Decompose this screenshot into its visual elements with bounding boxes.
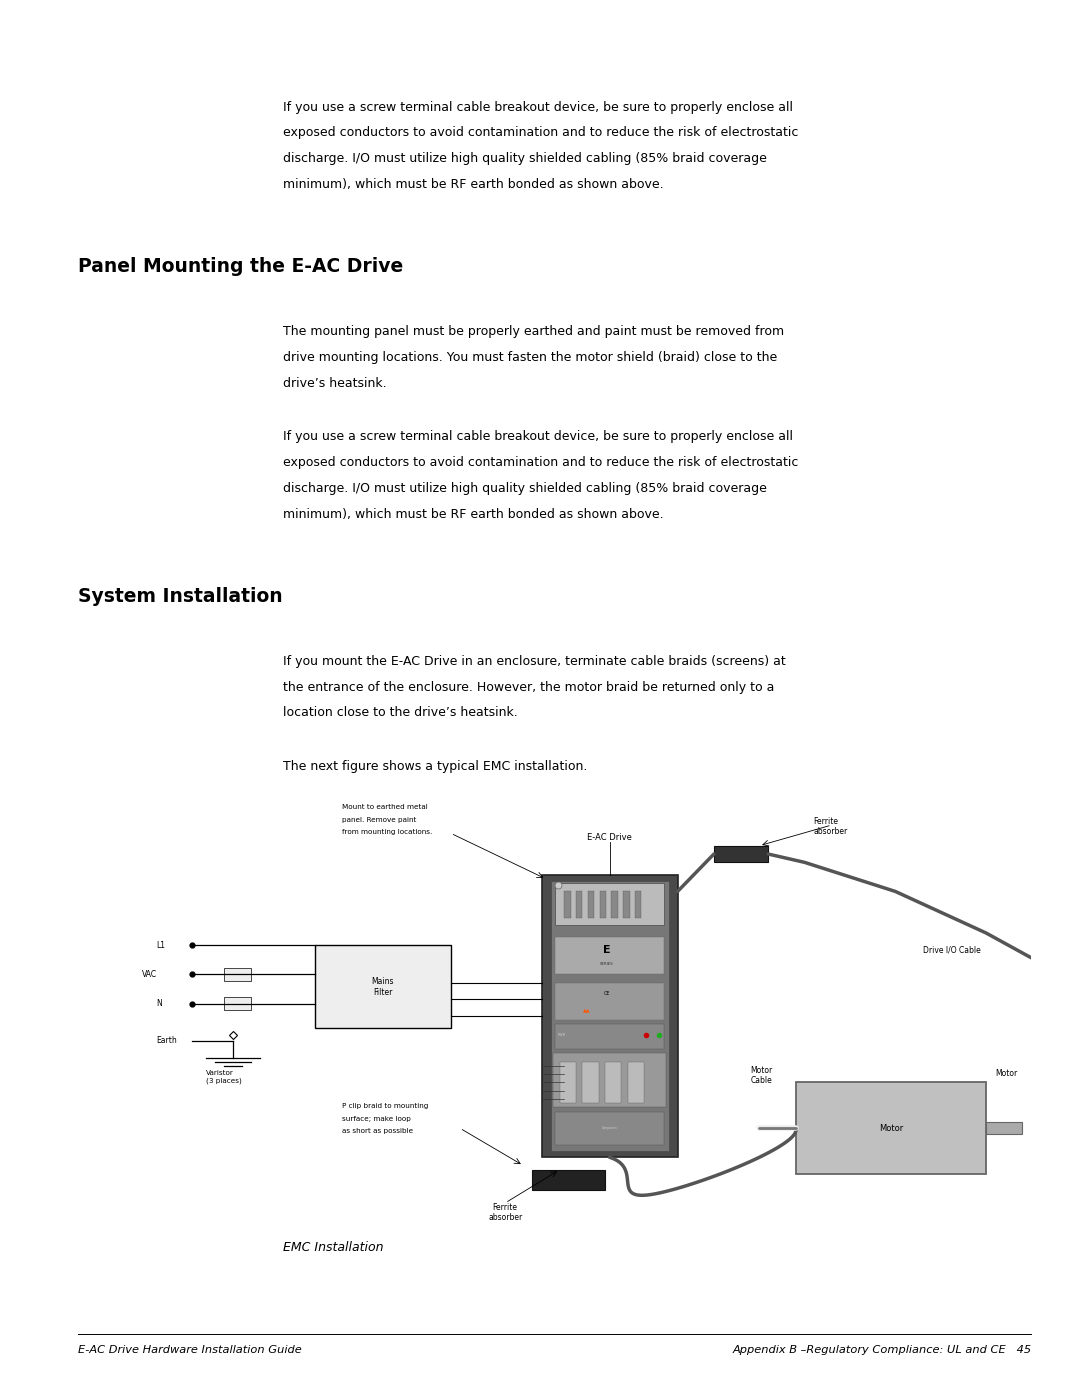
Text: Earth: Earth — [156, 1037, 177, 1045]
Text: EMC Installation: EMC Installation — [283, 1241, 383, 1253]
Text: drive mounting locations. You must fasten the motor shield (braid) close to the: drive mounting locations. You must faste… — [283, 351, 778, 363]
Text: If you use a screw terminal cable breakout device, be sure to properly enclose a: If you use a screw terminal cable breako… — [283, 430, 793, 443]
Text: Varistor
(3 places): Varistor (3 places) — [206, 1070, 242, 1084]
Text: minimum), which must be RF earth bonded as shown above.: minimum), which must be RF earth bonded … — [283, 177, 663, 191]
Bar — [588, 891, 594, 918]
Text: Motor: Motor — [879, 1123, 903, 1133]
Text: Mains
Filter: Mains Filter — [372, 978, 394, 996]
Text: L1: L1 — [156, 942, 165, 950]
Text: exposed conductors to avoid contamination and to reduce the risk of electrostati: exposed conductors to avoid contaminatio… — [283, 457, 798, 469]
Bar — [564, 891, 570, 918]
Text: minimum), which must be RF earth bonded as shown above.: minimum), which must be RF earth bonded … — [283, 509, 663, 521]
Bar — [576, 891, 582, 918]
FancyBboxPatch shape — [541, 875, 677, 1157]
Text: SERIES: SERIES — [600, 963, 613, 967]
Text: Motor
Cable: Motor Cable — [751, 1066, 772, 1085]
FancyBboxPatch shape — [532, 1169, 605, 1190]
Bar — [635, 891, 642, 918]
Text: drive’s heatsink.: drive’s heatsink. — [283, 377, 387, 390]
Text: Mount to earthed metal: Mount to earthed metal — [342, 805, 428, 810]
Bar — [611, 891, 618, 918]
Bar — [986, 1122, 1023, 1134]
Bar — [599, 891, 606, 918]
Text: location close to the drive’s heatsink.: location close to the drive’s heatsink. — [283, 707, 517, 719]
Bar — [627, 1062, 644, 1104]
Text: System Installation: System Installation — [78, 587, 282, 606]
FancyBboxPatch shape — [555, 1024, 664, 1049]
Text: the entrance of the enclosure. However, the motor braid be returned only to a: the entrance of the enclosure. However, … — [283, 680, 774, 694]
FancyBboxPatch shape — [555, 937, 664, 975]
Bar — [559, 1062, 576, 1104]
FancyBboxPatch shape — [796, 1083, 986, 1173]
Text: as short as possible: as short as possible — [342, 1129, 413, 1134]
Text: CE: CE — [604, 990, 610, 996]
Text: absorber: absorber — [488, 1214, 523, 1222]
FancyBboxPatch shape — [555, 983, 664, 1020]
Bar — [582, 1062, 598, 1104]
Bar — [224, 968, 252, 981]
Text: discharge. I/O must utilize high quality shielded cabling (85% braid coverage: discharge. I/O must utilize high quality… — [283, 152, 767, 165]
Text: Companinn: Companinn — [602, 1126, 618, 1130]
Bar — [605, 1062, 621, 1104]
Text: If you mount the E-AC Drive in an enclosure, terminate cable braids (screens) at: If you mount the E-AC Drive in an enclos… — [283, 655, 786, 668]
FancyBboxPatch shape — [551, 882, 669, 1151]
Text: Appendix B –Regulatory Compliance: UL and CE   45: Appendix B –Regulatory Compliance: UL an… — [732, 1345, 1031, 1355]
Text: If you use a screw terminal cable breakout device, be sure to properly enclose a: If you use a screw terminal cable breako… — [283, 101, 793, 113]
Text: P clip braid to mounting: P clip braid to mounting — [342, 1104, 429, 1109]
Text: surface; make loop: surface; make loop — [342, 1116, 410, 1122]
Text: E: E — [603, 944, 610, 954]
FancyBboxPatch shape — [553, 1053, 665, 1108]
Text: Panel Mounting the E-AC Drive: Panel Mounting the E-AC Drive — [78, 257, 403, 277]
Text: Motor: Motor — [995, 1069, 1017, 1078]
Text: The mounting panel must be properly earthed and paint must be removed from: The mounting panel must be properly eart… — [283, 326, 784, 338]
Text: ▲▲: ▲▲ — [583, 1007, 591, 1013]
Text: N: N — [156, 999, 162, 1009]
Bar — [623, 891, 630, 918]
Text: exposed conductors to avoid contamination and to reduce the risk of electrostati: exposed conductors to avoid contaminatio… — [283, 127, 798, 140]
Text: discharge. I/O must utilize high quality shielded cabling (85% braid coverage: discharge. I/O must utilize high quality… — [283, 482, 767, 495]
Text: Drive I/O Cable: Drive I/O Cable — [922, 946, 981, 954]
Bar — [224, 997, 252, 1010]
Text: from mounting locations.: from mounting locations. — [342, 830, 432, 835]
Text: Ferrite: Ferrite — [492, 1203, 517, 1213]
Text: The next figure shows a typical EMC installation.: The next figure shows a typical EMC inst… — [283, 760, 588, 774]
FancyBboxPatch shape — [314, 946, 450, 1028]
Text: VAC: VAC — [143, 970, 158, 979]
Text: E-AC Drive: E-AC Drive — [588, 833, 632, 841]
FancyBboxPatch shape — [555, 1112, 664, 1144]
Text: panel. Remove paint: panel. Remove paint — [342, 817, 416, 823]
FancyBboxPatch shape — [714, 845, 768, 862]
Text: E-AC Drive Hardware Installation Guide: E-AC Drive Hardware Installation Guide — [78, 1345, 301, 1355]
Text: Ferrite
absorber: Ferrite absorber — [813, 817, 848, 835]
Text: PWR: PWR — [558, 1032, 566, 1037]
FancyBboxPatch shape — [555, 883, 664, 925]
